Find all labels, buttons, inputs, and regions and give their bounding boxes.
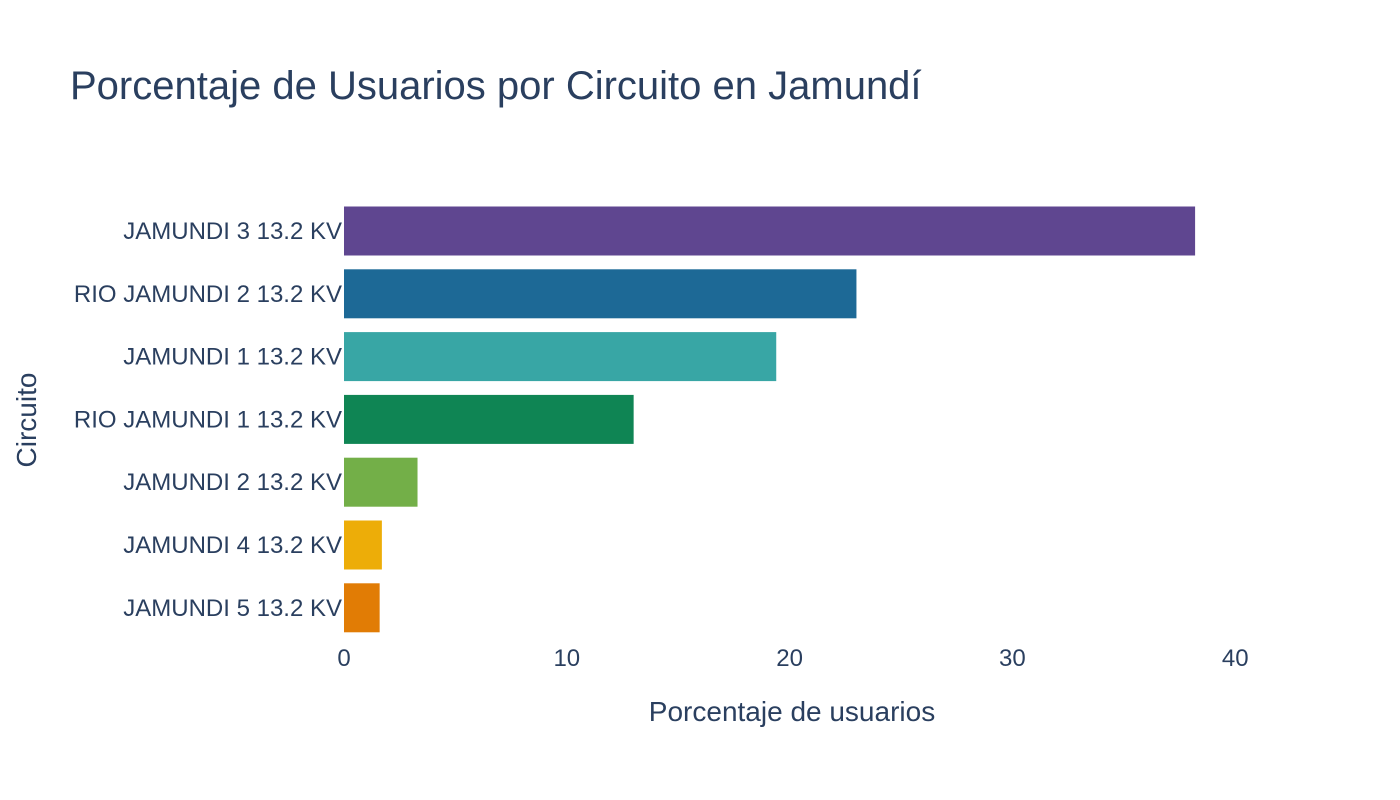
bars-layer (344, 206, 1196, 633)
bar-jamundi-2-13-2-kv[interactable] (344, 457, 418, 507)
y-tick-label: JAMUNDI 4 13.2 KV (123, 532, 342, 559)
y-tick-label: JAMUNDI 3 13.2 KV (123, 218, 342, 245)
x-tick-label: 10 (553, 645, 580, 672)
bar-jamundi-1-13-2-kv[interactable] (344, 332, 777, 382)
x-tick-label: 0 (337, 645, 350, 672)
x-axis-label: Porcentaje de usuarios (649, 696, 935, 727)
y-tick-label: JAMUNDI 5 13.2 KV (123, 595, 342, 622)
chart-title: Porcentaje de Usuarios por Circuito en J… (70, 64, 922, 108)
x-tick-label: 20 (776, 645, 803, 672)
y-axis-label: Circuito (11, 373, 42, 468)
y-tick-label: RIO JAMUNDI 2 13.2 KV (74, 281, 342, 308)
y-tick-labels: JAMUNDI 3 13.2 KV RIO JAMUNDI 2 13.2 KV JA… (74, 218, 342, 622)
bar-rio-jamundi-2-13-2-kv[interactable] (344, 269, 857, 319)
y-tick-label: RIO JAMUNDI 1 13.2 KV (74, 406, 342, 433)
y-tick-label: JAMUNDI 1 13.2 KV (123, 344, 342, 371)
x-tick-labels: 0 10 20 30 40 (337, 645, 1248, 672)
x-tick-label: 40 (1222, 645, 1249, 672)
bar-jamundi-5-13-2-kv[interactable] (344, 583, 380, 633)
bar-rio-jamundi-1-13-2-kv[interactable] (344, 394, 634, 444)
bar-jamundi-4-13-2-kv[interactable] (344, 520, 382, 570)
bar-jamundi-3-13-2-kv[interactable] (344, 206, 1196, 256)
y-tick-label: JAMUNDI 2 13.2 KV (123, 469, 342, 496)
x-tick-label: 30 (999, 645, 1026, 672)
